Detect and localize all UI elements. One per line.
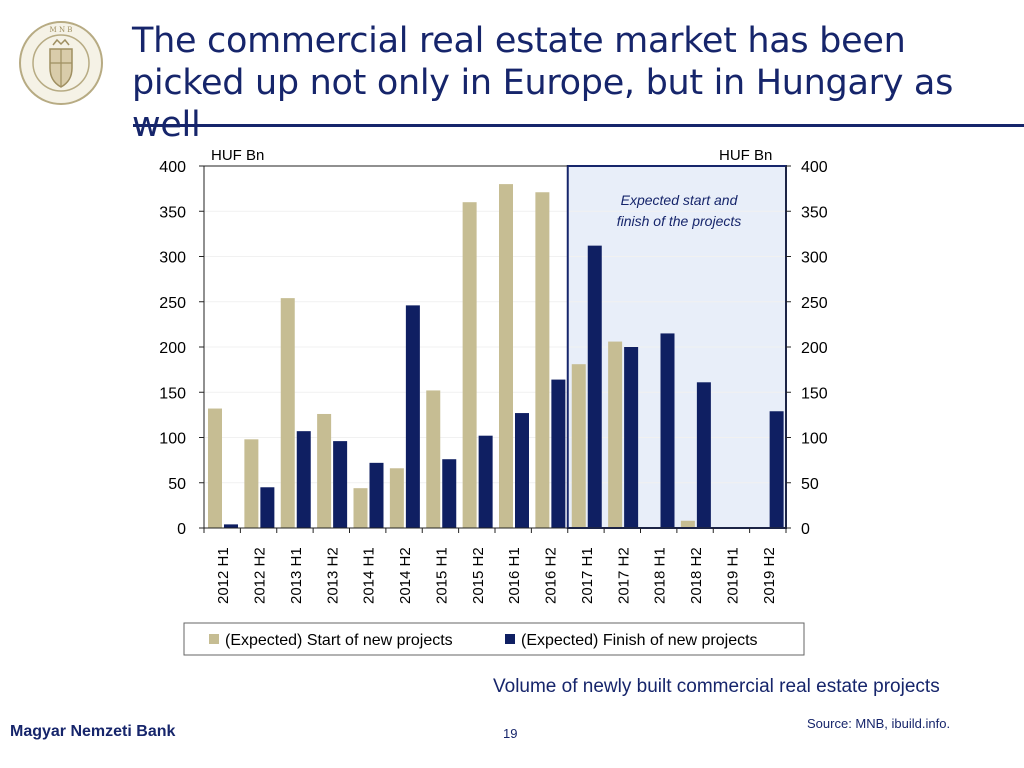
x-tick-label-10: 2017 H1 <box>579 547 596 604</box>
bar-start-8 <box>499 184 513 528</box>
x-tick-label-0: 2012 H1 <box>215 547 232 604</box>
bar-start-1 <box>244 439 259 528</box>
page-title: The commercial real estate market has be… <box>132 21 954 145</box>
bar-start-3 <box>317 413 332 528</box>
left-y-tick-label-1: 50 <box>168 476 186 493</box>
bar-finish-13 <box>696 382 711 528</box>
left-y-tick-label-0: 0 <box>177 521 186 538</box>
x-tick-label-4: 2014 H1 <box>361 547 378 604</box>
x-tick-label-13: 2018 H2 <box>688 547 705 604</box>
bar-finish-4 <box>369 462 384 528</box>
legend-start-label: (Expected) Start of new projects <box>225 632 453 649</box>
bar-start-5 <box>389 468 404 528</box>
bar-finish-7 <box>478 435 493 528</box>
bar-finish-3 <box>333 441 348 528</box>
x-tick-label-15: 2019 H2 <box>761 547 778 604</box>
expected-period-annotation-line-2: finish of the projects <box>617 213 742 229</box>
x-tick-label-14: 2019 H1 <box>724 547 741 604</box>
x-tick-label-8: 2016 H1 <box>506 547 523 604</box>
left-y-tick-label-4: 200 <box>159 340 186 357</box>
bar-finish-0 <box>224 524 238 528</box>
left-y-tick-label-6: 300 <box>159 250 186 267</box>
right-y-tick-label-7: 350 <box>801 204 828 221</box>
right-y-tick-label-3: 150 <box>801 385 828 402</box>
x-tick-label-11: 2017 H2 <box>615 547 632 604</box>
right-y-tick-label-6: 300 <box>801 250 828 267</box>
left-y-tick-label-3: 150 <box>159 385 186 402</box>
left-y-tick-label-5: 250 <box>159 295 186 312</box>
legend-finish-swatch <box>505 634 515 644</box>
title-underline <box>133 124 1024 127</box>
bar-start-10 <box>571 364 586 528</box>
right-y-tick-label-4: 200 <box>801 340 828 357</box>
x-tick-label-7: 2015 H2 <box>470 547 487 604</box>
legend-finish-label: (Expected) Finish of new projects <box>521 632 758 649</box>
bar-start-4 <box>353 488 368 528</box>
right-y-tick-label-1: 50 <box>801 476 819 493</box>
bar-finish-8 <box>515 413 529 528</box>
bar-finish-1 <box>260 487 275 528</box>
bar-start-2 <box>280 298 295 528</box>
x-tick-label-1: 2012 H2 <box>252 547 269 604</box>
bar-start-7 <box>462 202 477 528</box>
page-number: 19 <box>503 726 518 741</box>
bar-finish-12 <box>660 333 675 528</box>
legend-box <box>183 622 805 656</box>
right-y-axis-unit: HUF Bn <box>719 147 772 164</box>
expected-period-annotation-line-1: Expected start and <box>621 192 739 208</box>
bar-start-13 <box>680 520 695 528</box>
left-y-tick-label-7: 350 <box>159 204 186 221</box>
legend-start-swatch <box>209 634 219 644</box>
x-tick-label-5: 2014 H2 <box>397 547 414 604</box>
svg-text:M N B: M N B <box>50 26 73 34</box>
source-note: Source: MNB, ibuild.info. <box>807 716 951 731</box>
bar-finish-5 <box>405 305 420 528</box>
x-tick-label-12: 2018 H1 <box>652 547 669 604</box>
left-y-tick-label-8: 400 <box>159 159 186 176</box>
x-tick-label-9: 2016 H2 <box>543 547 560 604</box>
right-y-tick-label-5: 250 <box>801 295 828 312</box>
bar-start-6 <box>426 390 441 528</box>
bar-finish-2 <box>296 431 311 528</box>
bar-finish-9 <box>551 379 566 528</box>
bar-finish-10 <box>587 245 602 528</box>
x-tick-label-6: 2015 H1 <box>433 547 450 604</box>
chart-caption: Volume of newly built commercial real es… <box>493 676 940 697</box>
bar-start-11 <box>608 341 623 528</box>
left-y-axis-unit: HUF Bn <box>211 147 264 164</box>
x-tick-label-3: 2013 H2 <box>324 547 341 604</box>
footer-bank-name: Magyar Nemzeti Bank <box>10 723 176 740</box>
mnb-logo-icon: M N B <box>19 21 103 105</box>
left-y-tick-label-2: 100 <box>159 431 186 448</box>
right-y-tick-label-2: 100 <box>801 431 828 448</box>
bar-start-9 <box>535 192 550 528</box>
x-tick-label-2: 2013 H1 <box>288 547 305 604</box>
right-y-tick-label-0: 0 <box>801 521 810 538</box>
right-y-tick-label-8: 400 <box>801 159 828 176</box>
bar-finish-11 <box>624 347 639 528</box>
bar-start-0 <box>208 408 222 528</box>
bar-finish-15 <box>769 411 784 528</box>
bar-finish-6 <box>442 459 457 528</box>
